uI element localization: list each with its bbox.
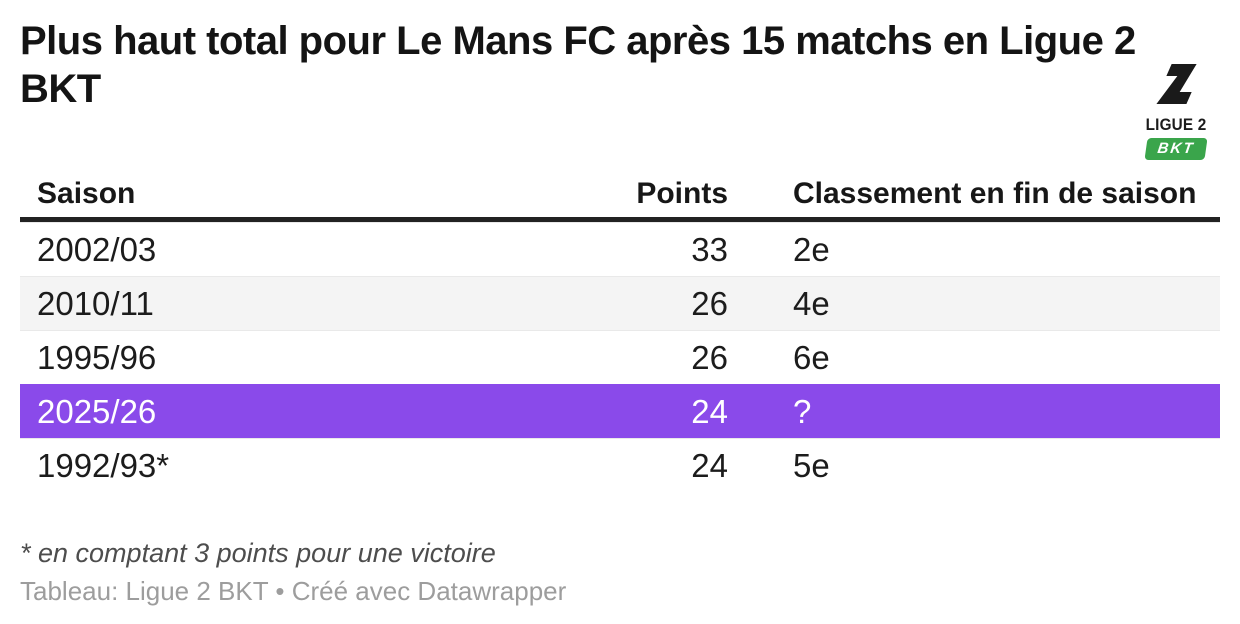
bkt-sponsor-badge: BKT — [1144, 138, 1208, 160]
cell-saison: 2010/11 — [37, 284, 154, 322]
attribution-line: Tableau: Ligue 2 BKT • Créé avec Datawra… — [20, 576, 567, 606]
table-row: 1992/93* 24 5e — [20, 438, 1220, 492]
page-title-line2: BKT — [20, 67, 101, 111]
cell-classement: 4e — [793, 284, 830, 322]
table-row: 1995/96 26 6e — [20, 330, 1220, 384]
cell-classement: 2e — [793, 230, 830, 268]
cell-points: 33 — [691, 230, 728, 268]
cell-saison: 1992/93* — [37, 446, 170, 484]
table-footnote: * en comptant 3 points pour une victoire — [20, 538, 496, 568]
cell-saison: 2002/03 — [37, 230, 157, 268]
page-title-line1: Plus haut total pour Le Mans FC après 15… — [20, 19, 1136, 63]
ligue2-bkt-logo: LIGUE 2 BKT — [1134, 64, 1218, 160]
cell-points: 26 — [691, 338, 728, 376]
column-header-points: Points — [636, 176, 728, 210]
cell-points: 24 — [691, 446, 728, 484]
cell-points: 24 — [691, 392, 728, 430]
cell-classement: 6e — [793, 338, 830, 376]
table-row: 2002/03 33 2e — [20, 222, 1220, 276]
table-row: 2010/11 26 4e — [20, 276, 1220, 330]
column-header-saison: Saison — [37, 176, 136, 210]
ligue2-wordmark: LIGUE 2 — [1145, 115, 1207, 134]
cell-points: 26 — [691, 284, 728, 322]
table-header-row: Saison Points Classement en fin de saiso… — [20, 170, 1220, 222]
page-title: Plus haut total pour Le Mans FC après 15… — [20, 17, 1136, 113]
cell-classement: 5e — [793, 446, 830, 484]
column-header-classement: Classement en fin de saison — [793, 176, 1197, 210]
cell-classement: ? — [793, 392, 812, 430]
ligue2-numeral-2-icon — [1156, 64, 1197, 104]
seasons-table: Saison Points Classement en fin de saiso… — [20, 170, 1220, 492]
table-row-highlighted: 2025/26 24 ? — [20, 384, 1220, 438]
cell-saison: 2025/26 — [37, 392, 157, 430]
cell-saison: 1995/96 — [37, 338, 157, 376]
